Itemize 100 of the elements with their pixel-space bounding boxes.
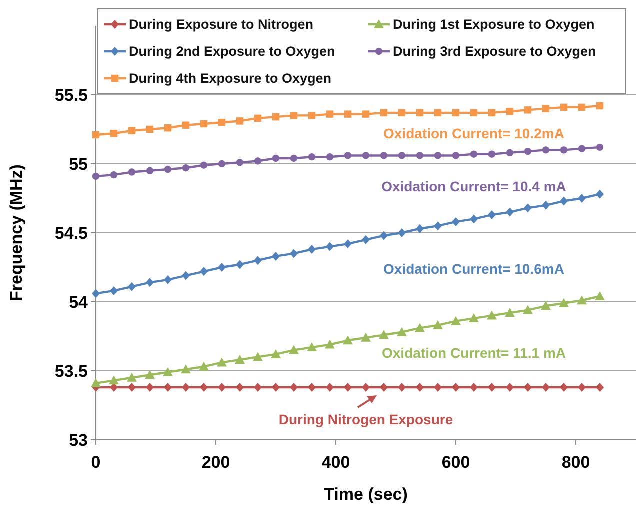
point (128, 383, 136, 392)
x-tick-label: 0 (91, 453, 101, 472)
point (506, 208, 514, 217)
point (307, 342, 317, 352)
point (145, 370, 155, 380)
point (577, 296, 587, 305)
point (542, 383, 550, 392)
y-tick-label: 54 (69, 292, 89, 312)
point (290, 249, 298, 258)
point (92, 131, 100, 139)
point (344, 383, 352, 392)
point (290, 112, 298, 120)
legend-label: During Exposure to Nitrogen (129, 17, 314, 32)
point (488, 210, 496, 220)
annotation: Oxidation Current= 10.6mA (384, 260, 564, 277)
point (595, 291, 605, 300)
point (146, 383, 154, 392)
point (200, 162, 208, 169)
point (254, 383, 262, 392)
point (146, 126, 154, 134)
point (470, 214, 478, 224)
point (506, 383, 514, 392)
point (452, 217, 460, 226)
point (181, 364, 191, 374)
point (524, 148, 532, 156)
point (308, 112, 316, 120)
x-tick-label: 800 (562, 453, 590, 472)
point (434, 383, 442, 392)
point (308, 154, 316, 161)
point (289, 345, 299, 354)
point (524, 106, 532, 114)
x-tick-label: 200 (202, 453, 230, 472)
point (488, 383, 496, 392)
y-tick-label: 53.5 (54, 362, 88, 381)
point (182, 383, 190, 392)
point (272, 113, 280, 121)
point (379, 330, 389, 340)
point (469, 314, 479, 323)
point (236, 383, 244, 392)
point (344, 152, 352, 160)
annotation: During Nitrogen Exposure (278, 411, 454, 428)
point (146, 278, 154, 288)
point (236, 260, 244, 270)
point (362, 152, 370, 160)
point (271, 349, 281, 358)
point (92, 172, 100, 180)
point (218, 160, 226, 168)
point (128, 127, 136, 134)
point (362, 110, 370, 118)
point (452, 383, 460, 392)
point (254, 256, 262, 266)
point (110, 130, 118, 138)
y-tick-label: 55 (69, 154, 88, 174)
point (523, 305, 533, 314)
annotation: Oxidation Current= 11.1 mA (382, 344, 566, 361)
point (127, 372, 137, 382)
point (308, 383, 316, 392)
x-tick-label: 600 (442, 453, 470, 472)
point (488, 109, 496, 117)
point (596, 190, 604, 199)
point (470, 109, 478, 117)
point (398, 228, 406, 238)
point (452, 109, 460, 117)
point (578, 194, 586, 203)
point (326, 383, 334, 392)
point (272, 252, 280, 261)
point (272, 383, 280, 392)
point (524, 204, 532, 213)
point (361, 332, 371, 342)
point (380, 231, 388, 240)
point (524, 383, 532, 392)
point (326, 242, 334, 252)
point (416, 109, 424, 117)
point (164, 166, 172, 174)
point (253, 352, 263, 362)
point (128, 168, 136, 176)
y-tick-label: 55.5 (54, 86, 88, 105)
point (146, 167, 154, 174)
point (308, 245, 316, 254)
point (218, 263, 226, 272)
point (505, 308, 515, 318)
legend-label: During 3rd Exposure to Oxygen (393, 44, 596, 60)
point (200, 267, 208, 276)
point (92, 289, 100, 298)
annotation: Oxidation Current= 10.4 mA (382, 178, 566, 195)
point (380, 383, 388, 392)
point (542, 200, 550, 210)
point (541, 301, 551, 310)
point (397, 327, 407, 336)
point (163, 367, 173, 376)
point (380, 109, 388, 117)
point (487, 310, 497, 320)
point (488, 150, 496, 158)
point (596, 383, 604, 392)
point (236, 159, 244, 166)
point (362, 235, 370, 244)
point (433, 320, 443, 330)
y-tick-label: 54.5 (54, 224, 88, 243)
point (542, 105, 550, 112)
point (182, 164, 190, 172)
